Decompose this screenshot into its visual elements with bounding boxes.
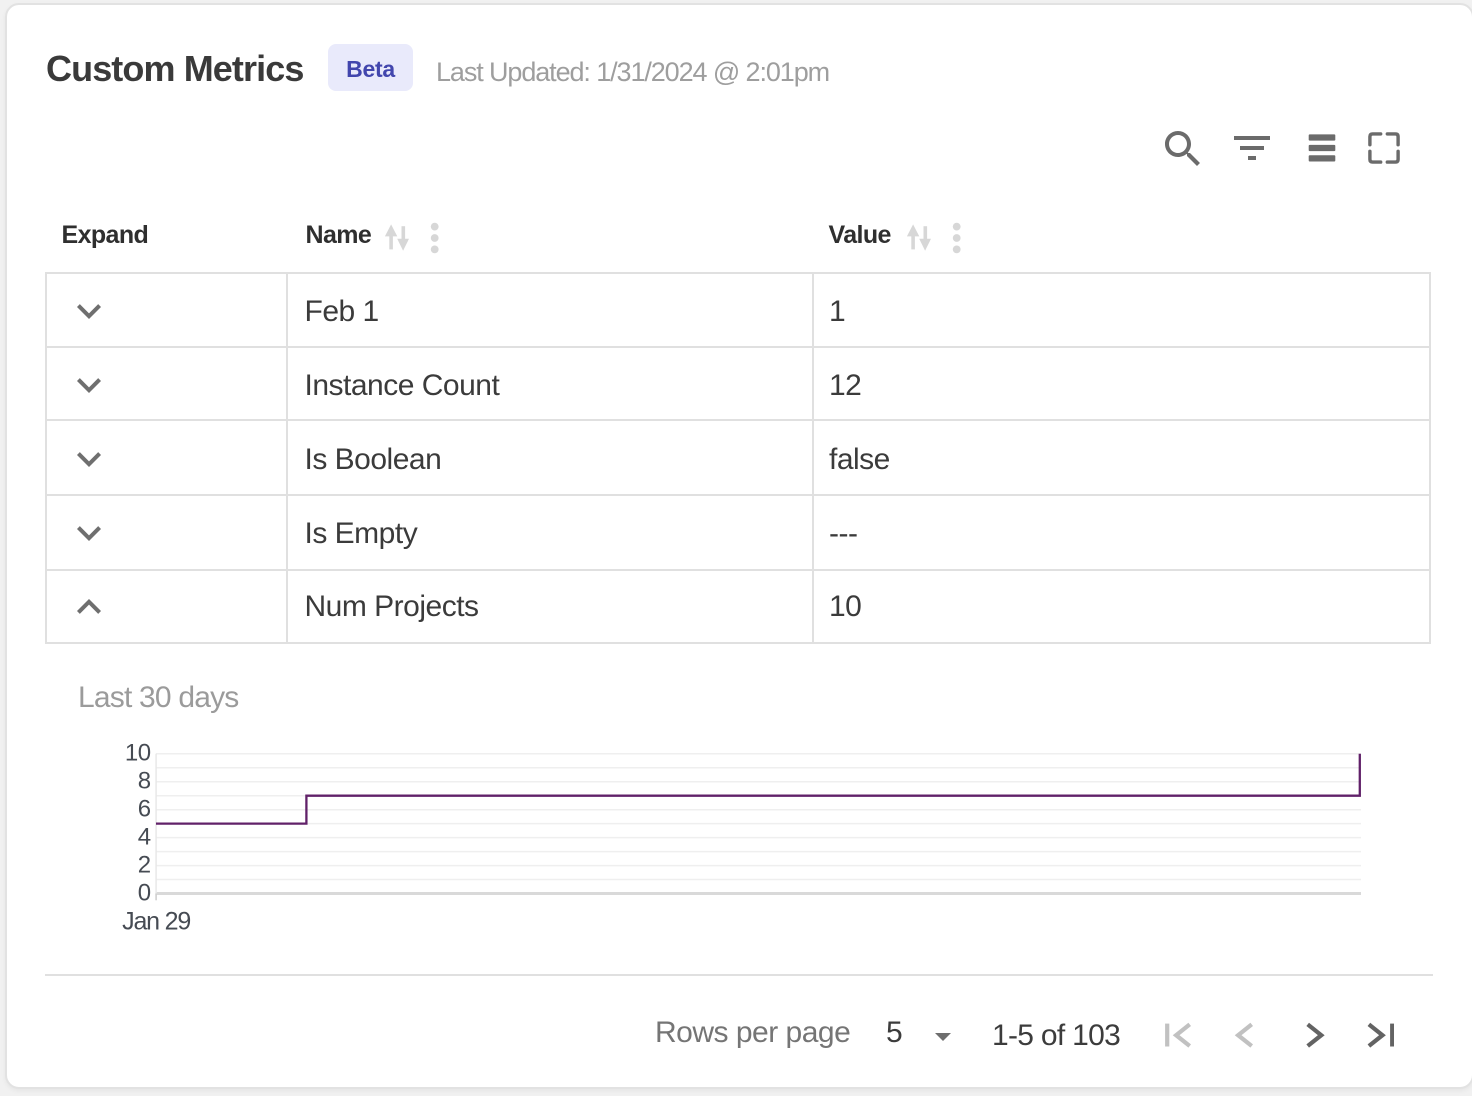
svg-text:10: 10: [125, 740, 151, 767]
svg-text:2: 2: [138, 852, 151, 879]
svg-text:6: 6: [138, 796, 151, 823]
svg-text:8: 8: [138, 768, 151, 795]
svg-text:4: 4: [138, 824, 151, 851]
svg-text:0: 0: [138, 879, 151, 906]
svg-text:Jan 29: Jan 29: [122, 908, 190, 936]
